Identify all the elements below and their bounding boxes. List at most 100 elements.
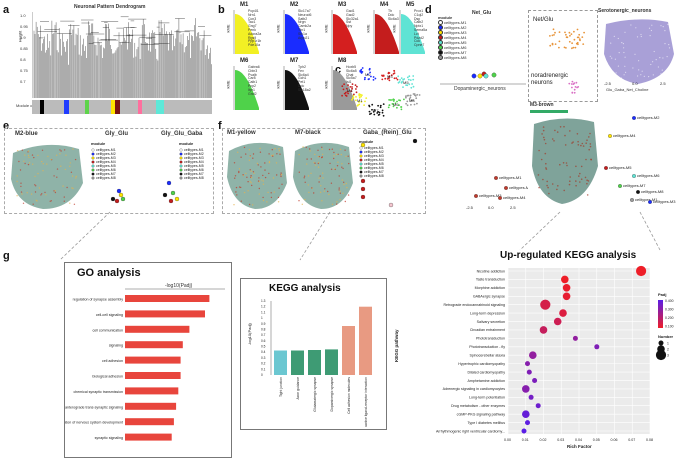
fmap2-dot	[347, 155, 349, 157]
tsne-point	[412, 78, 415, 81]
legend-dot	[179, 160, 183, 164]
upkegg-point	[525, 420, 530, 426]
fmap1-dot	[267, 191, 269, 194]
legend-dot	[179, 172, 183, 176]
upkegg-category-label: Circadian entrainment	[470, 328, 505, 332]
fmap2-dot	[321, 200, 323, 202]
tsne-point	[387, 106, 390, 109]
go-bar	[125, 341, 183, 349]
tsne-point	[402, 78, 404, 81]
fmap2-dot	[319, 191, 322, 193]
eright-point	[166, 180, 172, 186]
d-annot-bottom: noradrenergic neurons	[531, 73, 569, 86]
fmap2-dot	[315, 164, 317, 166]
tsne-point	[410, 103, 412, 106]
go-category-label: synaptic signaling	[95, 436, 123, 440]
brown-dot	[545, 168, 548, 170]
padj-tick: 0.100	[665, 325, 674, 329]
fmap1-dot	[264, 162, 266, 164]
emap-dot	[60, 165, 62, 167]
tsne-cluster-label: M3	[387, 74, 393, 79]
legend-dot	[91, 172, 95, 176]
fmap1-dot	[277, 201, 280, 203]
sero-xtick: -2.5	[604, 81, 612, 86]
tsne-point	[372, 76, 375, 78]
d-lowleft-xtick: -2.5	[466, 205, 474, 210]
tsne-point	[360, 101, 363, 103]
fmap1-dot	[253, 172, 255, 174]
upkegg-xtick: 0.08	[646, 438, 653, 442]
emap-dot	[64, 168, 66, 171]
tsne-point	[376, 112, 379, 114]
ytick: 0.7	[20, 79, 26, 84]
fmap2-dot	[339, 192, 341, 194]
tsne-point	[389, 99, 392, 101]
module-color-segment	[138, 100, 142, 114]
kme-module-m5: M5 kME Prox1 C1ql2 Dsp Calb2 Nptx1 Sema5a Lct Pdz…	[392, 2, 438, 56]
kme-gene: Tbr1	[298, 27, 306, 32]
kme-gene: Pcp2	[248, 83, 256, 88]
kme-ylabel: kME	[365, 24, 371, 33]
emap-dot	[45, 194, 47, 196]
legend-dot	[359, 158, 363, 162]
brown-dot	[575, 180, 577, 182]
annot-point-orange	[578, 33, 581, 36]
upkegg-category-label: Long-term depression	[470, 311, 505, 315]
kme-gene: Calb2	[414, 20, 424, 25]
annot-point-orange	[570, 33, 573, 35]
padj-tick: 0.300	[665, 308, 674, 312]
go-category-label: regulation of synapse assembly	[73, 298, 124, 302]
upkegg-xlabel: Rich Factor	[567, 444, 592, 449]
sero-dot	[611, 75, 613, 77]
d-lowright-point	[648, 200, 652, 204]
fmap1-dot	[272, 155, 274, 157]
emap-dot	[44, 191, 46, 194]
upkegg-category-label: Retrograde endocannabinoid signaling	[443, 303, 505, 307]
annot-point-orange	[558, 40, 561, 43]
go-category-label: biological adhesion	[92, 375, 123, 379]
fmap1-dot	[233, 162, 236, 164]
panel-f-frame: M1-yellow M7-black Gaba_(Rein)_Glu modul…	[222, 128, 426, 214]
d-point	[471, 73, 477, 79]
sero-dot	[648, 27, 651, 29]
legend-dot	[359, 162, 363, 166]
sero-xtick: 2.5	[660, 81, 666, 86]
tsne-point	[414, 95, 417, 97]
module-color-segment	[89, 100, 111, 114]
fmap1-dot	[247, 181, 249, 183]
tsne-point	[345, 95, 348, 97]
legend-dot	[91, 164, 95, 168]
fmap1-dot	[276, 174, 278, 176]
emap-dot	[33, 156, 35, 159]
brown-dot	[580, 178, 583, 180]
brown-dot	[586, 139, 588, 141]
sero-dot	[613, 72, 615, 75]
d-left-title: Net_Glu	[472, 10, 492, 16]
kme-gene: Nrn1	[248, 12, 256, 17]
sero-dot	[638, 69, 640, 71]
go-bar	[125, 295, 210, 302]
d-legend-item: celltypes-M6	[438, 45, 466, 51]
dendrogram-panel: Neuronal Pattern Dendrogram Height 1.0 0…	[14, 4, 214, 120]
fmap2-dot	[331, 203, 334, 205]
fmap2-dot	[317, 162, 319, 165]
kme-area	[401, 14, 425, 54]
kme-gene: Cpne7	[414, 43, 425, 48]
emap-dot	[38, 187, 41, 189]
fmap1-dot	[234, 177, 236, 179]
annot-point-orange	[551, 34, 554, 37]
fmap1-dot	[252, 204, 254, 206]
upkegg-category-label: Drug metabolism - other enzymes	[451, 404, 505, 408]
tsne-point	[379, 104, 382, 107]
ytick: 0.9	[20, 35, 26, 40]
kme-module-m4: M4 kME Th Ddc Slc6a3	[366, 2, 412, 56]
d-legend-title: module	[438, 15, 453, 20]
emap-dot	[34, 191, 37, 193]
kme-area	[333, 70, 357, 110]
sero-brain	[604, 19, 674, 84]
emap-dot	[71, 187, 73, 189]
emap-dot	[40, 194, 42, 196]
upkegg-point	[521, 428, 527, 434]
upkegg-category-label: cGMP-PKG signaling pathway	[457, 412, 506, 416]
kme-ylabel: kME	[391, 24, 397, 33]
